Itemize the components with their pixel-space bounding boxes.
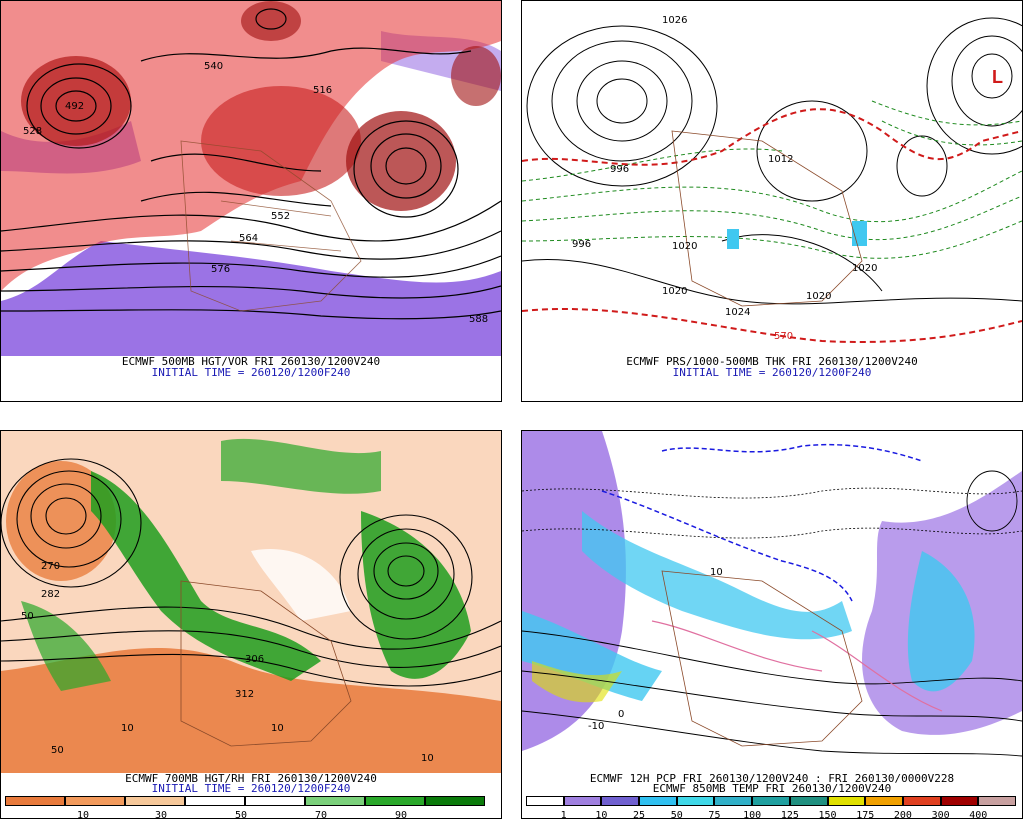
pcp-colorbar-cell [676,796,715,806]
contour-label: 1012 [768,154,794,165]
panel-init-time: INITIAL TIME = 260120/1200F240 [151,782,351,795]
contour-label: 570 [774,331,794,342]
panel-500mb-hgt-vor: 492 528 564 576 588 516 540 552 ECMWF 50… [0,0,502,402]
pcp-colorbar-cell [789,796,828,806]
contour-label: -10 [588,721,605,732]
contour-label: 1020 [662,286,688,297]
contour-label: 516 [313,85,333,96]
contour-label: 312 [235,689,255,700]
pcp-colorbar-cell [827,796,866,806]
contour-label: 282 [41,589,61,600]
panel-caption: ECMWF 500MB HGT/VOR FRI 260130/1200V240 [121,355,381,368]
panel-subcaption: ECMWF 850MB TEMP FRI 260130/1200V240 [652,782,892,795]
rh-colorbar-cell [65,796,125,806]
contour-label: 1020 [852,263,878,274]
rh-colorbar-cell [245,796,305,806]
rh-colorbar-cell [5,796,65,806]
pcp-tick-label: 300 [931,810,950,821]
contour-label: 1024 [725,307,751,318]
pcp-tick-label: 100 [743,810,762,821]
rh-colorbar-cell [305,796,365,806]
rh-colorbar-cell [425,796,485,806]
contour-label: 576 [211,264,231,275]
contour-label: 1026 [662,15,688,26]
contour-label: 50 [51,745,64,756]
pcp-colorbar-cell [639,796,677,806]
pcp-tick-label: 150 [818,810,837,821]
rh-colorbar-cell [125,796,185,806]
rh-tick-label: 10 [76,810,90,821]
panel-caption: ECMWF 12H PCP FRI 260130/1200V240 : FRI … [589,772,955,785]
contour-label: 552 [271,211,291,222]
pcp-colorbar-cell [601,796,640,806]
rh-tick-label: 70 [314,810,328,821]
contour-label: 492 [65,101,85,112]
pcp-tick-label: 200 [893,810,912,821]
rh-tick-label: 30 [154,810,168,821]
pcp-tick-label: 400 [969,810,988,821]
pcp-colorbar-cell [752,796,790,806]
map-500mb [1,1,501,356]
panel-700mb-hgt-rh: 270 282 306 312 10 50 10 50 10 ECMWF 700… [0,430,502,821]
contour-label: 10 [121,723,134,734]
map-700mb [1,431,501,773]
pcp-tick-label: 1 [560,810,567,821]
pcp-colorbar-cell [978,796,1016,806]
contour-label: 50 [21,611,34,622]
contour-label: 306 [245,654,265,665]
pcp-colorbar-cell [865,796,903,806]
contour-label: 528 [23,126,43,137]
rh-tick-label: 50 [234,810,248,821]
contour-label: 564 [239,233,259,244]
rh-tick-label: 90 [394,810,408,821]
map-prs-thk: L [522,1,1022,356]
contour-label: 0 [618,709,625,720]
rh-colorbar-cell [365,796,425,806]
map-pcp [522,431,1022,773]
pcp-colorbar-cell [902,796,941,806]
pcp-colorbar: 1 10 25 50 75 100 125 150 175 200 300 400 [526,796,1016,821]
contour-label: 10 [271,723,284,734]
pcp-colorbar-cell [714,796,753,806]
contour-label: 540 [204,61,224,72]
contour-label: 10 [421,753,434,764]
pcp-colorbar-cell [563,796,602,806]
contour-label: 1020 [672,241,698,252]
contour-label: 1020 [806,291,832,302]
pcp-tick-label: 50 [670,810,683,821]
panel-caption: ECMWF 700MB HGT/RH FRI 260130/1200V240 [125,772,377,785]
pcp-tick-label: 175 [856,810,875,821]
pcp-tick-label: 75 [708,810,721,821]
panel-init-time: INITIAL TIME = 260120/1200F240 [672,366,872,379]
pcp-colorbar-cell [940,796,979,806]
panel-prs-thk: L 1026 996 1012 1020 1020 1020 1020 1024… [521,0,1023,402]
panel-init-time: INITIAL TIME = 260120/1200F240 [151,366,351,379]
contour-label: 270 [41,561,61,572]
panel-caption: ECMWF PRS/1000-500MB THK FRI 260130/1200… [626,355,918,368]
pcp-tick-label: 25 [633,810,646,821]
contour-label: 10 [710,567,723,578]
panel-12h-pcp-850-temp: -10 0 10 ECMWF 12H PCP FRI 260130/1200V2… [521,430,1023,821]
rh-colorbar-cell [185,796,245,806]
svg-text:L: L [992,67,1003,87]
contour-label: 996 [572,239,592,250]
pcp-tick-label: 10 [595,810,608,821]
pcp-colorbar-cell [526,796,564,806]
rh-colorbar: 10 30 50 70 90 [5,796,485,821]
contour-label: 996 [610,164,630,175]
pcp-tick-label: 125 [780,810,799,821]
contour-label: 588 [469,314,489,325]
